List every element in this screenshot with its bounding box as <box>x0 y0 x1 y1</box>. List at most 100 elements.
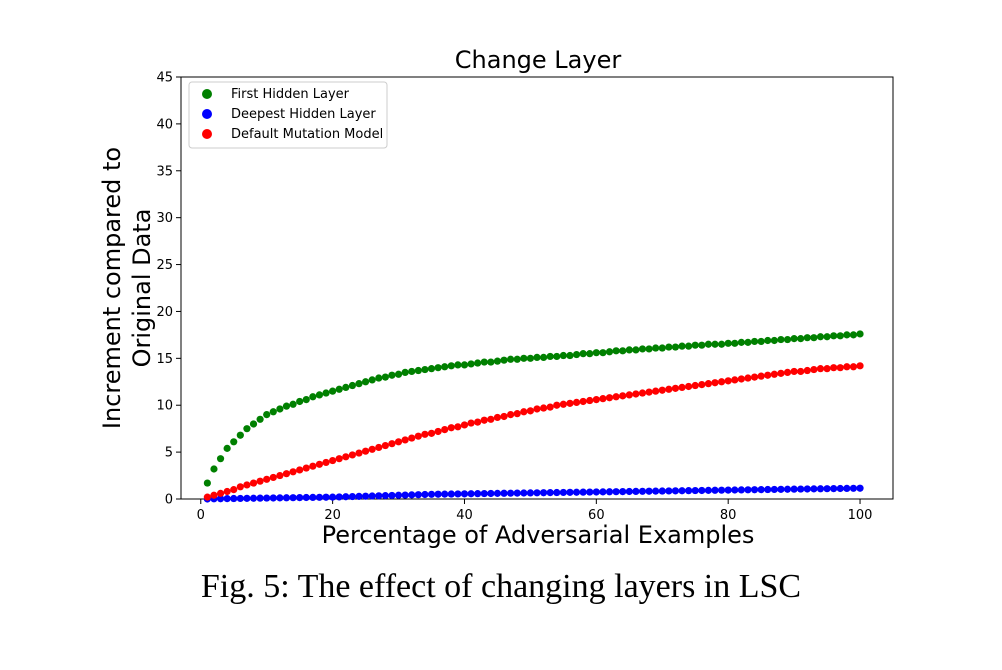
data-point <box>638 487 647 495</box>
data-point <box>553 401 561 409</box>
data-point <box>546 352 554 361</box>
legend: First Hidden Layer Deepest Hidden Layer … <box>188 81 388 149</box>
figure-caption: Fig. 5: The effect of changing layers in… <box>200 568 802 605</box>
data-point <box>559 400 567 408</box>
data-point <box>750 373 759 381</box>
data-point <box>460 490 469 498</box>
data-point <box>348 381 357 390</box>
data-point <box>243 481 251 489</box>
data-point <box>269 494 277 502</box>
data-point <box>414 491 422 499</box>
data-point <box>717 486 726 494</box>
data-point <box>487 489 495 498</box>
data-point <box>322 458 330 467</box>
data-point <box>401 491 409 499</box>
data-point <box>513 410 521 418</box>
data-point <box>533 405 541 413</box>
data-point <box>671 343 680 351</box>
data-point <box>421 430 429 438</box>
data-point <box>744 374 752 382</box>
data-point <box>539 353 548 361</box>
data-point <box>731 486 739 494</box>
data-point <box>427 365 436 373</box>
data-point <box>665 487 673 495</box>
data-point <box>348 451 357 459</box>
data-point <box>711 340 719 348</box>
data-point <box>394 491 403 499</box>
data-point <box>764 336 772 345</box>
data-point <box>329 456 337 465</box>
data-point <box>704 380 713 388</box>
data-point <box>474 359 482 367</box>
data-point <box>236 483 244 491</box>
data-point <box>671 384 680 392</box>
data-point <box>599 488 607 496</box>
data-point <box>500 356 508 364</box>
data-point <box>816 333 825 341</box>
data-point <box>849 331 858 339</box>
data-point <box>216 455 225 463</box>
data-point <box>282 470 291 478</box>
data-point <box>263 411 271 419</box>
data-point <box>658 487 666 495</box>
data-point <box>243 494 251 502</box>
data-point <box>216 489 225 497</box>
data-point <box>223 487 231 496</box>
data-point <box>849 484 858 492</box>
data-point <box>342 383 350 392</box>
data-point <box>263 494 271 502</box>
data-point <box>447 362 455 370</box>
data-point <box>210 465 218 473</box>
data-point <box>790 335 798 343</box>
data-point <box>230 494 238 503</box>
series-first-hidden-layer <box>203 330 864 487</box>
data-point <box>256 477 264 485</box>
data-point <box>296 466 304 474</box>
data-point <box>645 487 653 495</box>
data-point <box>539 404 548 412</box>
data-point <box>394 438 403 446</box>
data-point <box>757 337 765 346</box>
data-point <box>625 487 633 496</box>
legend-marker-default-mutation-model <box>202 129 212 139</box>
data-point <box>619 392 627 400</box>
data-point <box>408 491 416 499</box>
data-point <box>296 397 304 406</box>
data-point <box>579 397 587 406</box>
data-point <box>744 338 752 346</box>
data-point <box>421 490 429 499</box>
data-point <box>263 475 271 483</box>
data-point <box>474 418 482 426</box>
data-point <box>315 460 324 468</box>
data-point <box>592 488 600 496</box>
data-point <box>289 400 297 408</box>
data-point <box>770 336 778 345</box>
data-point <box>269 473 277 482</box>
data-point <box>361 378 370 386</box>
data-point <box>342 453 350 461</box>
data-point <box>434 427 442 436</box>
data-point <box>282 494 291 502</box>
data-point <box>441 426 449 434</box>
data-point <box>388 371 396 379</box>
x-axis-label: Percentage of Adversarial Examples <box>322 521 755 549</box>
data-point <box>460 361 469 369</box>
data-point <box>638 345 647 353</box>
data-point <box>685 487 693 495</box>
data-point <box>467 490 475 498</box>
data-point <box>592 349 600 357</box>
x-tick-label: 80 <box>720 508 737 523</box>
data-point <box>572 398 581 407</box>
data-point <box>757 486 765 494</box>
data-point <box>335 493 343 501</box>
data-point <box>216 495 225 503</box>
data-point <box>698 341 706 349</box>
data-point <box>665 343 673 351</box>
data-point <box>230 486 238 494</box>
data-point <box>605 488 614 496</box>
data-point <box>658 344 666 352</box>
data-point <box>276 471 284 480</box>
data-point <box>289 494 297 502</box>
data-point <box>203 493 211 501</box>
data-point <box>269 408 277 416</box>
